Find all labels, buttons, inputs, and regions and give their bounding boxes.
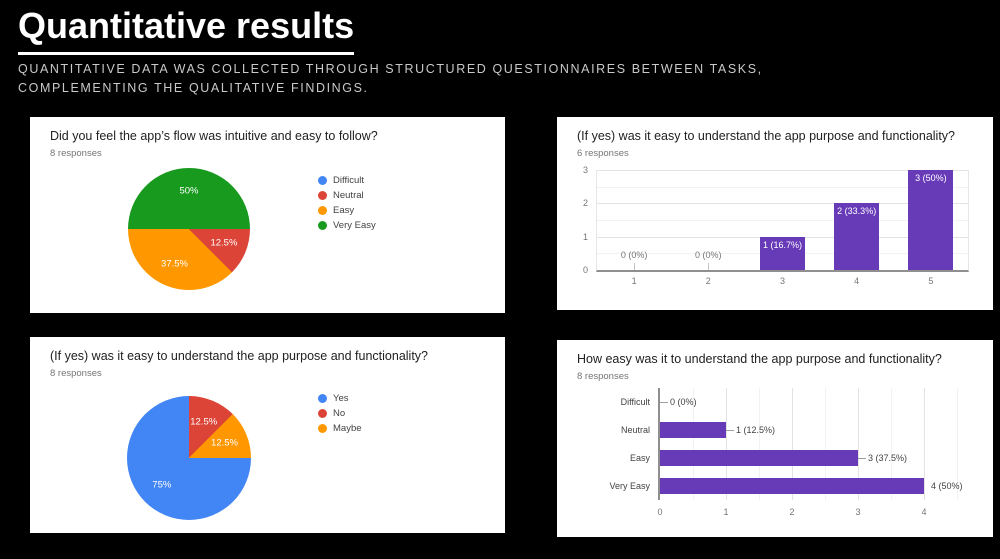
legend-swatch-icon (318, 221, 327, 230)
chart-card-flow-intuitive: Did you feel the app’s flow was intuitiv… (30, 117, 505, 313)
bar-value-label: 0 (0%) (695, 250, 722, 260)
bar (660, 450, 858, 466)
axis-tick (634, 263, 636, 270)
chart-legend: Yes No Maybe (318, 391, 362, 436)
gridline (597, 220, 968, 221)
legend-swatch-icon (318, 191, 327, 200)
label-stem (660, 401, 668, 403)
question-title: (If yes) was it easy to understand the a… (577, 129, 956, 143)
gridline (597, 186, 968, 188)
category-label: Very Easy (609, 481, 650, 491)
pie-percentage-label: 12.5% (211, 437, 238, 449)
bar-chart-purpose-scale: 0 1 2 3 0 (0%) 1 0 (0%) 2 1 (16.7%) 3 2 (33.3%) 4 3 … (583, 165, 969, 286)
legend-label: Yes (333, 393, 349, 404)
label-stem (726, 429, 734, 431)
bar-value-label: 1 (12.5%) (726, 425, 775, 435)
chart-card-purpose-yesno: (If yes) was it easy to understand the a… (30, 337, 505, 533)
legend-label: No (333, 408, 346, 419)
label-stem (858, 457, 866, 459)
legend-swatch-icon (318, 206, 327, 215)
bar-value-label: 4 (50%) (931, 481, 963, 491)
legend-item: Difficult (318, 173, 376, 188)
gridline (891, 388, 892, 500)
y-axis-tick-label: 0 (582, 265, 588, 275)
gridline (693, 388, 694, 500)
horizontal-bar-chart-ease: 0 1 2 3 4 Difficult 0 (0%) Neutral 1 (12.5%) Easy… (609, 388, 963, 517)
gridline (759, 388, 760, 500)
response-count: 8 responses (50, 148, 102, 159)
gridline (597, 203, 968, 205)
x-axis-tick-label: 3 (855, 507, 861, 517)
x-axis-tick-label: 3 (779, 276, 786, 286)
page-title: Quantitative results (18, 5, 355, 55)
chart-legend: Difficult Neutral Easy Very Easy (318, 173, 376, 233)
bar-value-label: 2 (33.3%) (837, 206, 877, 217)
gridline (792, 388, 793, 500)
x-axis-tick-label: 1 (723, 507, 729, 517)
bar (660, 422, 726, 438)
response-count: 8 responses (50, 368, 102, 379)
bar-value-label: 0 (0%) (660, 397, 697, 407)
legend-label: Very Easy (333, 220, 376, 231)
legend-item: Easy (318, 203, 376, 218)
bar: 2 (33.3%) (834, 203, 880, 270)
x-axis-tick-label: 2 (705, 276, 711, 286)
y-axis-tick-label: 1 (582, 231, 588, 242)
gridline (597, 170, 968, 171)
category-label: Easy (629, 453, 650, 463)
question-title: (If yes) was it easy to understand the a… (50, 349, 429, 363)
legend-item: Neutral (318, 188, 376, 203)
legend-label: Neutral (333, 190, 364, 201)
x-axis-tick-label: 0 (657, 507, 663, 517)
gridline (825, 388, 826, 500)
question-title: Did you feel the app’s flow was intuitiv… (50, 129, 378, 143)
legend-label: Difficult (333, 175, 364, 186)
legend-swatch-icon (318, 409, 327, 418)
pie-percentage-label: 37.5% (161, 258, 188, 270)
y-axis-tick-label: 3 (582, 165, 588, 175)
legend-swatch-icon (318, 424, 327, 433)
legend-item: Very Easy (318, 218, 376, 233)
pie-chart-purpose: 75% 12.5% 12.5% (127, 396, 251, 520)
legend-swatch-icon (318, 394, 327, 403)
legend-item: Maybe (318, 421, 362, 436)
pie-percentage-label: 50% (179, 185, 199, 197)
y-axis-tick-label: 2 (582, 198, 588, 209)
pie-percentage-label: 12.5% (210, 237, 238, 249)
chart-card-purpose-scale: (If yes) was it easy to understand the a… (557, 117, 993, 310)
pie-percentage-label: 75% (152, 479, 172, 491)
bar: 3 (50%) (908, 170, 954, 270)
chart-card-ease-levels: How easy was it to understand the app pu… (557, 340, 993, 537)
pie-percentage-label: 12.5% (190, 416, 218, 428)
x-axis-tick-label: 2 (789, 507, 795, 517)
gridline (957, 388, 958, 500)
category-label: Neutral (620, 425, 650, 435)
gridline (924, 388, 925, 500)
pie-chart-flow: 12.5% 37.5% 50% (128, 168, 250, 290)
bar: 1 (16.7%) (760, 236, 805, 270)
legend-label: Maybe (333, 423, 362, 434)
bar-value-label: 1 (16.7%) (762, 239, 803, 250)
x-axis-tick-label: 4 (921, 507, 927, 517)
page-subtitle: QUANTITATIVE DATA WAS COLLECTED THROUGH … (18, 62, 763, 95)
gridline (726, 388, 727, 500)
x-axis-tick-label: 5 (928, 276, 934, 286)
category-label: Difficult (620, 397, 650, 407)
legend-label: Easy (333, 205, 355, 216)
bar-value-label: 3 (37.5%) (858, 453, 907, 463)
bar (660, 478, 924, 494)
gridline (858, 388, 859, 500)
bar-value-label: 0 (0%) (620, 250, 648, 260)
x-axis-tick-label: 4 (854, 276, 860, 286)
x-axis-tick-label: 1 (631, 276, 637, 286)
response-count: 8 responses (577, 371, 629, 382)
legend-swatch-icon (318, 176, 327, 185)
question-title: How easy was it to understand the app pu… (577, 352, 942, 366)
bar-value-label: 3 (50%) (915, 173, 947, 183)
axis-tick (708, 263, 710, 270)
legend-item: Yes (318, 391, 362, 406)
legend-item: No (318, 406, 362, 421)
response-count: 6 responses (577, 148, 629, 159)
